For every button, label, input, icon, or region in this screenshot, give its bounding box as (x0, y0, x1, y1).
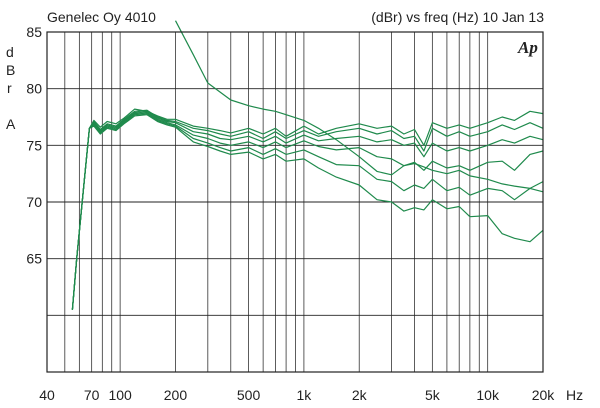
chart-title-right: (dBr) vs freq (Hz) 10 Jan 13 (371, 9, 544, 25)
x-tick-label: 20k (532, 387, 556, 403)
x-tick-label: 100 (108, 387, 132, 403)
tick-labels: 40 70 100 200 500 1k 2k 5k 10k 20k 85 80 75 70 65 (26, 24, 555, 403)
x-tick-label: 200 (164, 387, 188, 403)
x-tick-label: 500 (237, 387, 261, 403)
y-tick-label: 80 (26, 81, 42, 97)
x-axis-unit-label: Hz (566, 387, 583, 403)
chart-title-left: Genelec Oy 4010 (47, 9, 156, 25)
y-axis-label-d: d (6, 44, 14, 60)
x-tick-label: 40 (39, 387, 55, 403)
series-line-4 (71, 111, 544, 310)
y-tick-label: 75 (26, 137, 42, 153)
series-line-2 (71, 109, 544, 310)
y-axis-label-b: B (6, 62, 16, 78)
y-axis-label-a: A (6, 116, 16, 132)
x-tick-label: 10k (476, 387, 500, 403)
x-tick-label: 2k (352, 387, 368, 403)
y-tick-label: 65 (26, 251, 42, 267)
y-tick-label: 70 (26, 194, 42, 210)
series-line-6 (71, 114, 544, 310)
plot-frame (46, 31, 544, 373)
logo-ap: Ap (517, 38, 538, 57)
series-line-7 (174, 20, 544, 193)
y-axis-label-r: r (7, 80, 12, 96)
x-tick-label: 70 (84, 387, 100, 403)
x-tick-label: 5k (425, 387, 441, 403)
series-line-1 (71, 108, 544, 310)
series-line-3 (71, 110, 544, 310)
grid (47, 32, 543, 372)
x-tick-label: 1k (297, 387, 313, 403)
series-line-5 (71, 113, 544, 310)
series-layer (71, 20, 544, 310)
y-tick-label: 85 (26, 24, 42, 40)
